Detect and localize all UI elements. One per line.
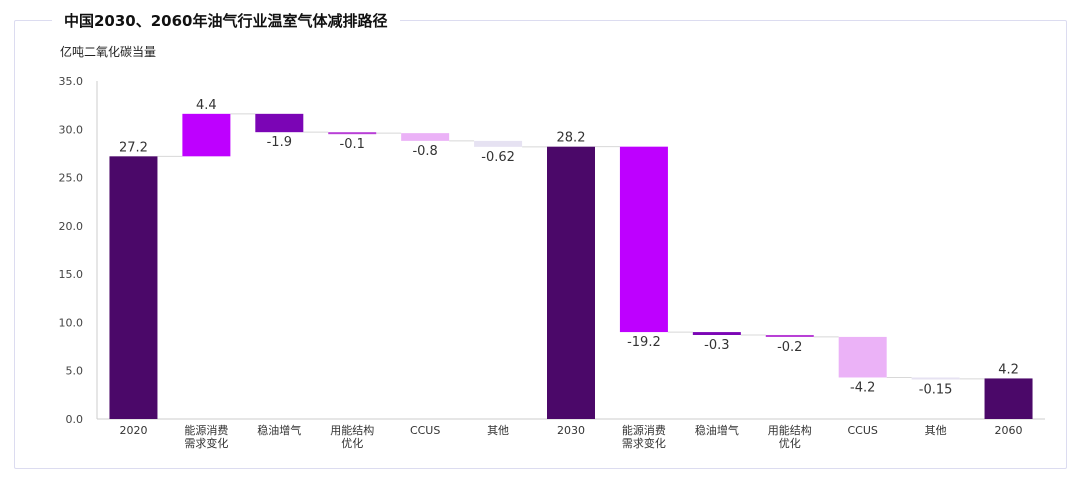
y-tick-label: 10.0 [59, 316, 84, 329]
category-label: 其他 [487, 424, 509, 437]
bar [619, 146, 668, 333]
bar [328, 132, 377, 135]
category-label: 能源消费 [622, 423, 666, 437]
bar [547, 146, 595, 419]
y-tick-label: 5.0 [66, 365, 84, 378]
y-tick-label: 20.0 [59, 220, 84, 233]
bar [401, 133, 450, 141]
data-label: -0.62 [481, 150, 515, 165]
category-label: 其他 [925, 424, 947, 437]
bar [109, 156, 158, 419]
data-label: 4.4 [196, 98, 217, 113]
bar [182, 113, 231, 157]
data-label: 27.2 [119, 140, 148, 155]
y-tick-label: 30.0 [59, 123, 84, 136]
data-label: -0.2 [777, 340, 802, 355]
category-label: 需求变化 [622, 436, 666, 450]
category-label: 2060 [995, 424, 1023, 437]
chart-title: 中国2030、2060年油气行业温室气体减排路径 [52, 10, 400, 32]
category-label: 需求变化 [184, 436, 228, 450]
data-label: -0.8 [412, 144, 437, 159]
category-label: 2030 [557, 424, 585, 437]
y-axis-unit-label: 亿吨二氧化碳当量 [60, 45, 157, 59]
data-label: -0.1 [340, 137, 365, 152]
category-label: CCUS [410, 424, 440, 437]
y-tick-label: 35.0 [59, 75, 84, 88]
bar [911, 377, 960, 380]
bar [765, 334, 814, 337]
category-label: 稳油增气 [257, 423, 301, 437]
category-label: 用能结构 [768, 423, 812, 437]
data-label: -0.3 [704, 338, 729, 353]
bar [838, 336, 887, 378]
category-label: 稳油增气 [695, 423, 739, 437]
y-tick-label: 25.0 [59, 172, 84, 185]
category-label: 优化 [779, 436, 801, 450]
data-label: 28.2 [557, 131, 586, 146]
data-label: -1.9 [267, 135, 292, 150]
category-label: CCUS [847, 424, 877, 437]
category-label: 能源消费 [184, 423, 228, 437]
data-label: 4.2 [998, 362, 1019, 377]
bar [474, 140, 523, 147]
bar [255, 113, 304, 133]
y-tick-label: 0.0 [66, 413, 84, 426]
bar [984, 378, 1033, 419]
category-label: 优化 [341, 436, 363, 450]
category-label: 2020 [119, 424, 147, 437]
bar [692, 332, 741, 335]
data-label: -4.2 [850, 380, 875, 395]
data-label: -0.15 [919, 382, 953, 397]
chart-frame [14, 20, 1067, 469]
category-label: 用能结构 [330, 423, 374, 437]
data-label: -19.2 [627, 335, 661, 350]
y-tick-label: 15.0 [59, 268, 84, 281]
